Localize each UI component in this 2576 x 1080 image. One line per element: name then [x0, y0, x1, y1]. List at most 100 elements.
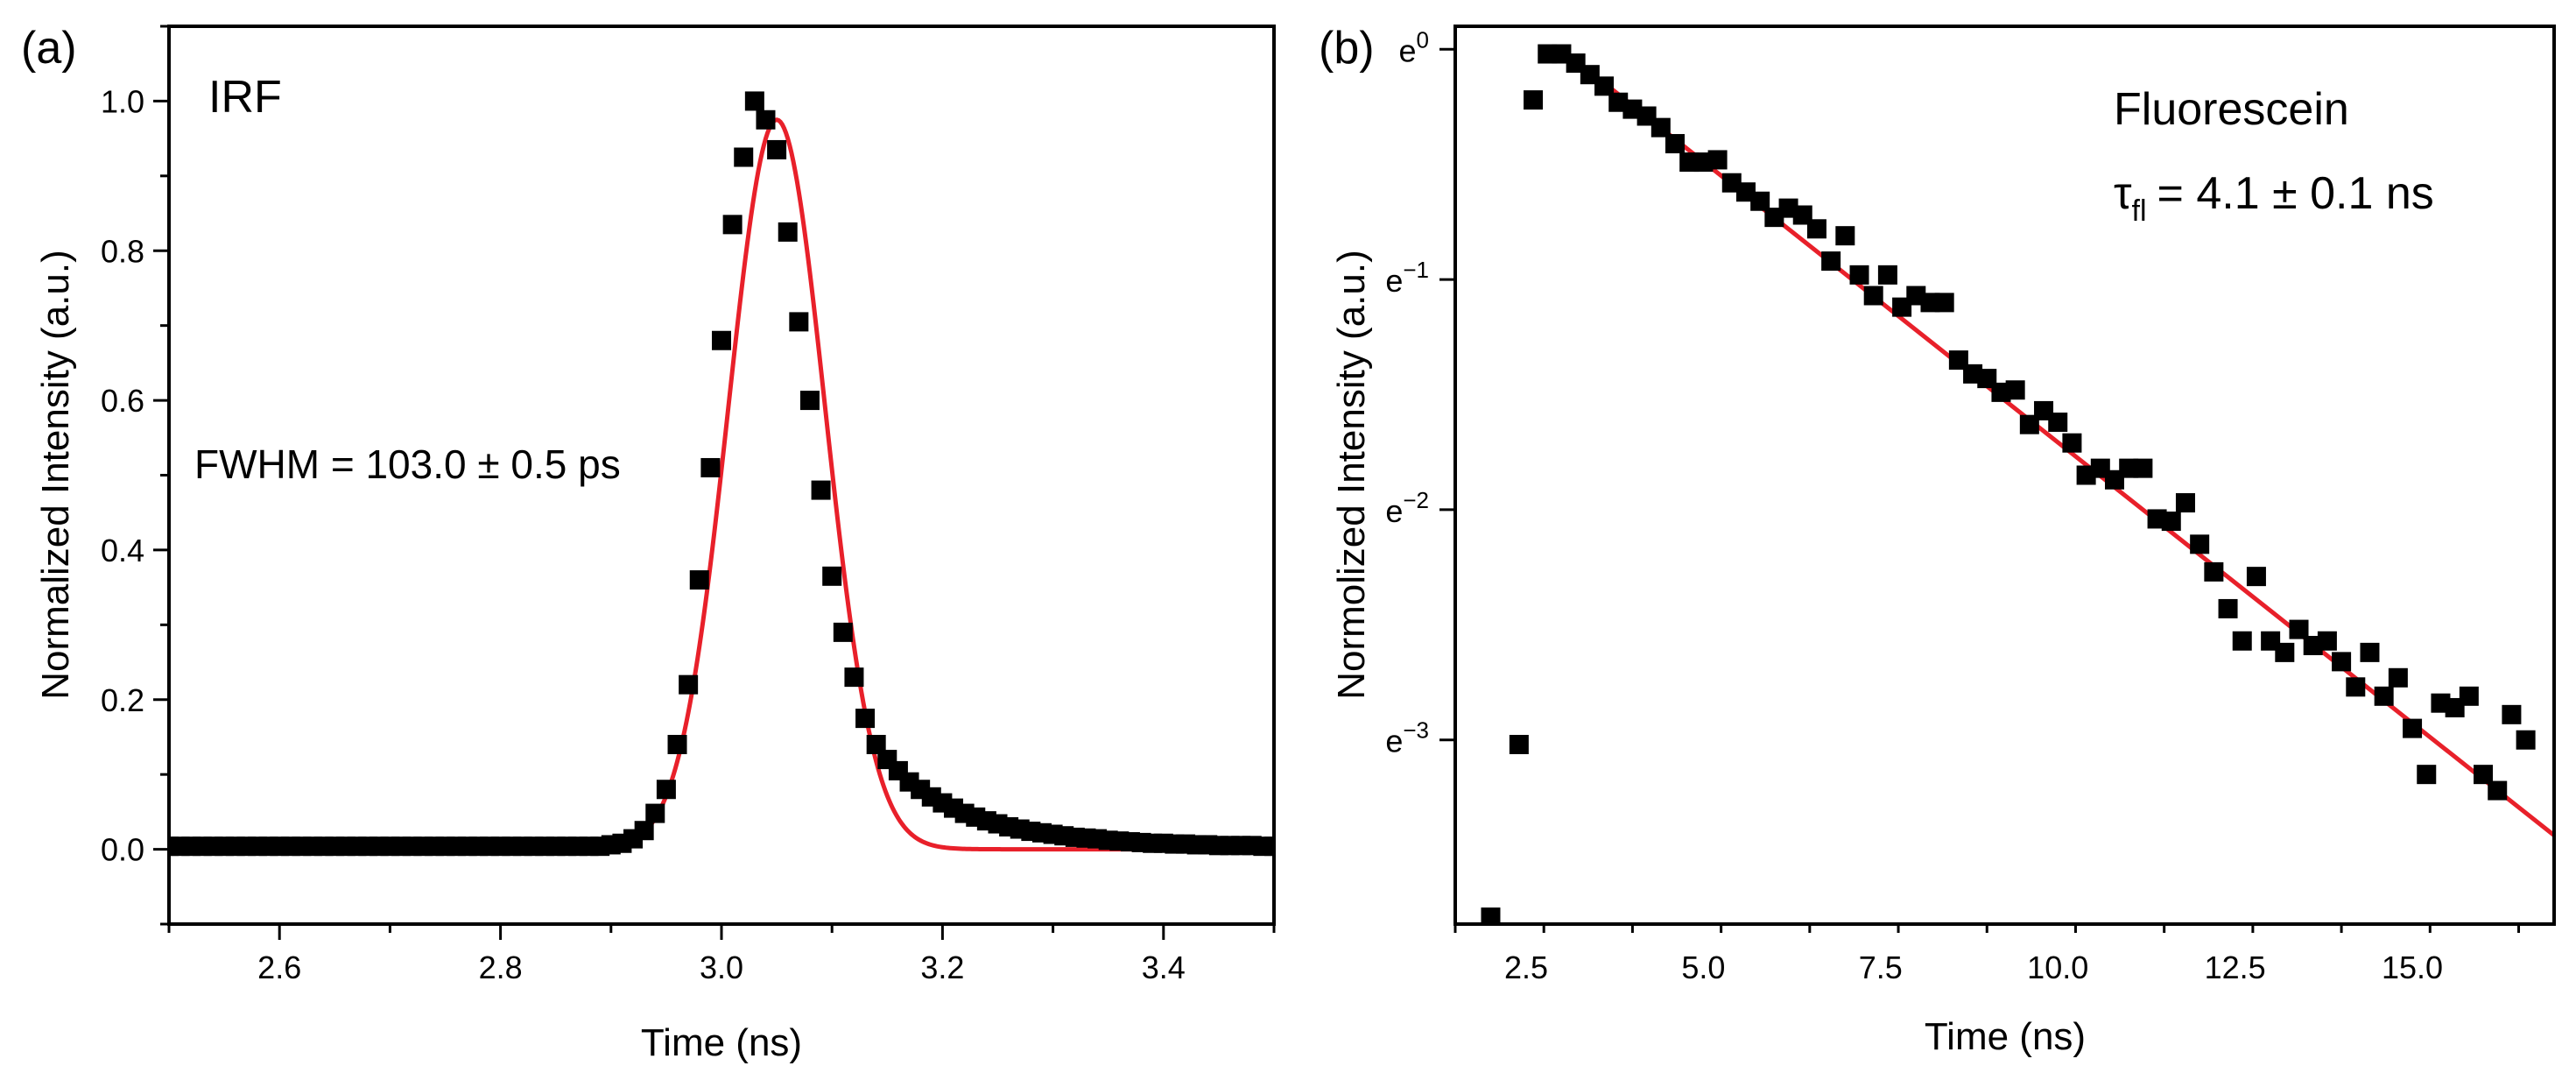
fluorescein-data-point	[1707, 150, 1728, 170]
fluorescein-data-point	[2474, 765, 2494, 785]
x-tick-label: 3.4	[1142, 949, 1186, 985]
irf-data-point	[767, 139, 787, 159]
x-tick-label: 2.6	[257, 949, 301, 985]
irf-data-point	[734, 147, 754, 167]
x-tick-label: 15.0	[2382, 949, 2443, 985]
panel-a-title: IRF	[208, 72, 282, 123]
irf-data-point	[811, 480, 831, 500]
fluorescein-data-point	[2232, 631, 2252, 651]
fluorescein-data-point	[2062, 433, 2082, 453]
fluorescein-data-point	[2516, 730, 2536, 750]
fluorescein-data-point	[2190, 534, 2210, 554]
irf-data-point	[712, 330, 731, 350]
panel-b-lifetime-annotation: τfl = 4.1 ± 0.1 ns	[2114, 168, 2434, 228]
panel-b-title: Fluorescein	[2114, 84, 2349, 135]
fluorescein-data-point	[2175, 493, 2195, 513]
panel-b-y-axis-title: Normolized Intensity (a.u.)	[1330, 250, 1373, 700]
fluorescein-data-point	[1835, 226, 1855, 246]
fluorescein-data-point	[1863, 286, 1883, 306]
irf-data-point	[656, 780, 676, 800]
irf-data-point	[855, 709, 876, 729]
tau-symbol: τ	[2114, 168, 2132, 219]
panel-b-fluorescein: 2.5 5.0 7.5 10.0 12.5 15.0 e0 e−1 e−2 e−3 (b) Flu…	[1319, 23, 2556, 1058]
fluorescein-data-point	[1509, 735, 1529, 754]
fluorescein-data-point	[2332, 652, 2352, 672]
fluorescein-data-point	[1877, 265, 1897, 285]
fluorescein-data-point	[2374, 686, 2394, 706]
irf-data-point	[667, 735, 687, 754]
y-tick-label: e−1	[1385, 257, 1429, 299]
panel-b-points-layer	[1481, 44, 2536, 924]
x-tick-label: 2.5	[1504, 949, 1548, 985]
irf-data-point	[744, 91, 764, 111]
panel-a-fwhm-annotation: FWHM = 103.0 ± 0.5 ps	[194, 441, 621, 487]
y-tick-label: e−2	[1385, 487, 1429, 529]
irf-data-point	[1264, 836, 1274, 857]
panel-a-x-axis-title: Time (ns)	[641, 1021, 802, 1064]
y-tick-label: 0.4	[101, 533, 144, 568]
x-tick-label: 3.2	[920, 949, 964, 985]
fluorescein-data-point	[1524, 90, 1544, 110]
panel-a-letter: (a)	[21, 23, 77, 74]
irf-data-point	[634, 821, 654, 841]
panel-a-plot-frame	[167, 25, 1276, 926]
fluorescein-data-point	[2403, 718, 2423, 738]
y-tick-label: 1.0	[101, 83, 144, 119]
y-tick-label: 0.6	[101, 383, 144, 419]
fluorescein-data-point	[2275, 642, 2295, 662]
fluorescein-data-point	[2289, 619, 2309, 639]
irf-data-point	[689, 570, 709, 590]
irf-data-point	[679, 674, 699, 695]
fluorescein-data-point	[2218, 598, 2238, 618]
fluorescein-data-point	[2346, 677, 2366, 697]
fluorescein-data-point	[1650, 117, 1671, 138]
fluorescein-data-point	[2388, 667, 2408, 688]
panel-a-irf: 2.6 2.8 3.0 3.2 3.4 0.0 0.2 0.4 0.6 0.8 1.0 (a) IR…	[21, 23, 1276, 1064]
irf-data-point	[789, 312, 809, 332]
irf-data-point	[822, 566, 842, 586]
irf-data-point	[645, 803, 665, 823]
fluorescein-data-point	[1594, 76, 1615, 96]
y-tick-label: e0	[1399, 26, 1430, 68]
fluorescein-data-point	[2502, 704, 2522, 724]
fluorescein-data-point	[2417, 765, 2437, 785]
y-tick-label: 0.2	[101, 682, 144, 718]
irf-data-point	[756, 109, 776, 130]
fluorescein-data-point	[2459, 686, 2479, 706]
fluorescein-data-point	[1821, 251, 1841, 272]
panel-b-plot-frame	[1453, 25, 2556, 926]
fluorescein-data-point	[1750, 191, 1770, 211]
fluorescein-data-point	[2204, 561, 2224, 582]
y-tick-label: 0.0	[101, 832, 144, 868]
fluorescein-data-point	[2360, 642, 2380, 662]
fluorescein-data-point	[1849, 265, 1869, 285]
x-tick-label: 3.0	[700, 949, 743, 985]
panel-b-tick-labels: 2.5 5.0 7.5 10.0 12.5 15.0 e0 e−1 e−2 e−3	[1385, 26, 2443, 985]
panel-a-tick-labels: 2.6 2.8 3.0 3.2 3.4 0.0 0.2 0.4 0.6 0.8 1.0	[101, 83, 1186, 985]
fluorescein-data-point	[2005, 380, 2025, 400]
fluorescein-data-point	[2048, 413, 2068, 433]
fluorescein-data-point	[2161, 512, 2181, 532]
irf-data-point	[722, 215, 743, 235]
x-tick-label: 10.0	[2027, 949, 2088, 985]
irf-data-point	[799, 391, 820, 411]
irf-data-point	[778, 222, 798, 242]
panel-a-points-layer	[169, 91, 1274, 857]
x-tick-label: 7.5	[1859, 949, 1903, 985]
x-tick-label: 2.8	[479, 949, 523, 985]
fluorescein-data-point	[2488, 780, 2508, 801]
irf-data-point	[833, 622, 853, 642]
irf-data-point	[866, 735, 886, 754]
fluorescein-data-point	[1806, 219, 1826, 239]
x-tick-label: 5.0	[1681, 949, 1725, 985]
panel-a-y-axis-title: Normalized Intensity (a.u.)	[34, 250, 77, 700]
fluorescein-data-point	[2246, 567, 2266, 587]
irf-data-point	[700, 457, 721, 477]
fluorescein-data-point	[1481, 907, 1501, 924]
fluorescein-data-point	[2317, 631, 2337, 651]
irf-data-point	[844, 667, 864, 688]
y-tick-label: 0.8	[101, 233, 144, 269]
x-tick-label: 12.5	[2205, 949, 2266, 985]
panel-b-x-axis-title: Time (ns)	[1925, 1015, 2086, 1058]
